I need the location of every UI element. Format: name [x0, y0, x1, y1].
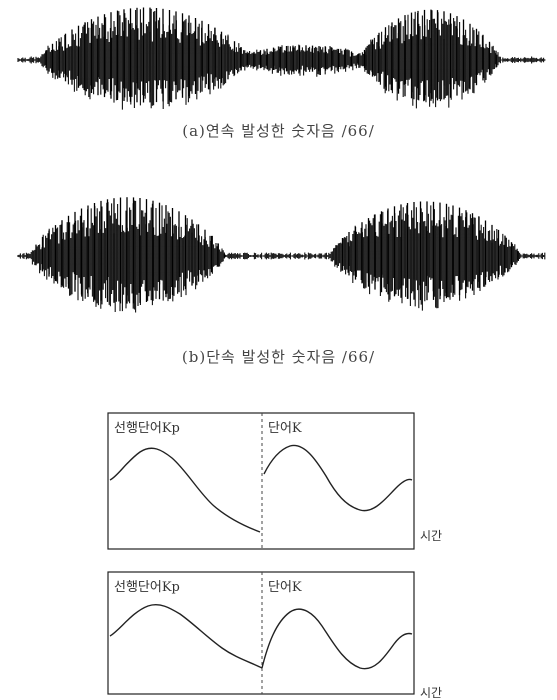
top-left-panel-label: 선행단어Kp	[114, 420, 180, 436]
waveform-continuous	[17, 7, 546, 110]
bottom-panel-frame	[107, 571, 415, 695]
bottom-right-panel-label: 단어K	[268, 580, 302, 595]
bottom-axis-label: 시간	[420, 686, 442, 700]
waveform-trace	[17, 8, 546, 110]
caption-b: (b)단속 발성한 숫자음 /66/	[181, 348, 376, 366]
bottom-left-panel-label: 선행단어Kp	[114, 579, 180, 595]
top-left-contour	[109, 447, 261, 533]
contour-figure: 선행단어Kp 단어K 시간 선행단어Kp 단어K 시간	[107, 412, 442, 700]
top-panel-pair: 선행단어Kp 단어K 시간	[107, 412, 442, 550]
top-right-panel-label: 단어K	[268, 421, 302, 436]
top-panel-frame	[107, 412, 415, 550]
bottom-left-contour	[109, 604, 263, 669]
caption-a: (a)연속 발성한 숫자음 /66/	[182, 122, 375, 140]
bottom-panel-pair: 선행단어Kp 단어K 시간	[107, 571, 442, 700]
bottom-right-contour	[261, 608, 413, 670]
top-axis-label: 시간	[420, 529, 442, 543]
waveform-discrete	[17, 197, 546, 313]
top-right-contour	[263, 444, 413, 512]
